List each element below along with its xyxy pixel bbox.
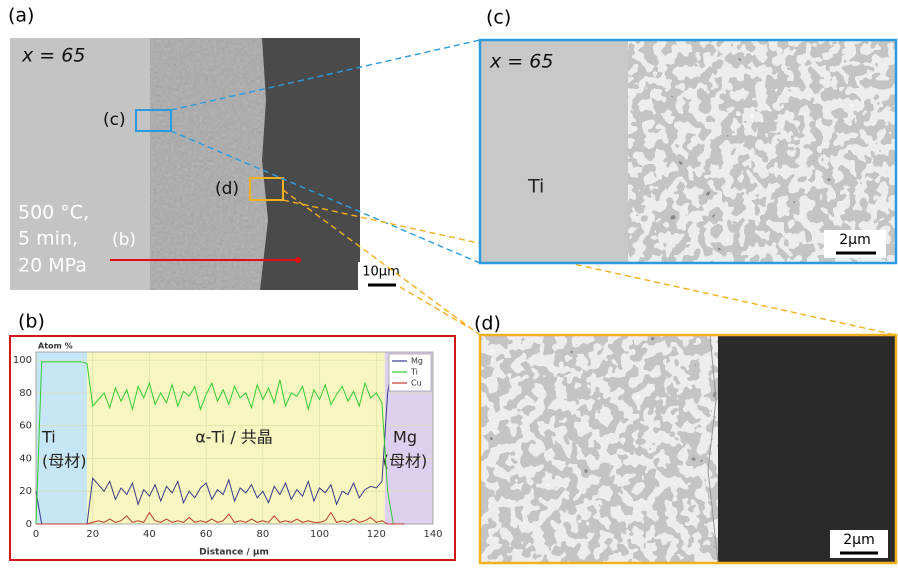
y-tick-label: 60 (19, 421, 32, 432)
page: (a) x = 65 (c) (d) (b) 500 °C, 5 min, 20… (0, 0, 898, 569)
region-label: Ti (41, 428, 56, 447)
x-tick-label: 20 (86, 529, 99, 540)
y-tick-label: 0 (26, 519, 32, 530)
panel-label: (c) (486, 7, 511, 29)
condition: 20 MPa (18, 255, 87, 277)
x-tick-label: 0 (33, 529, 39, 540)
region-label: (母材) (42, 452, 87, 471)
panel-label: (b) (18, 311, 45, 333)
condition: 500 °C, (18, 202, 89, 224)
x-tick-label: 80 (256, 529, 269, 540)
sem-image-a (10, 38, 360, 290)
region-label: (母材) (383, 452, 428, 471)
y-tick-label: 20 (19, 486, 32, 497)
x-axis-label: Distance / μm (199, 548, 269, 558)
condition: 5 min, (18, 228, 78, 250)
x-tick-label: 100 (310, 529, 329, 540)
legend-label: Mg (411, 357, 423, 366)
panel-label: (a) (8, 5, 34, 27)
scale-label: 2μm (843, 532, 874, 548)
legend-label: Ti (410, 368, 418, 377)
scale-label: 10μm (362, 265, 399, 280)
marker: (c) (103, 110, 126, 130)
region-label: α-Ti / 共晶 (195, 428, 273, 447)
chart: 0 20 40 60 80 100 0 20 40 60 80 100 120 140 Ti (母材) α-Ti… (13, 352, 443, 540)
sem-image-d (480, 335, 896, 563)
composition: x = 65 (21, 45, 85, 67)
y-tick-label: 40 (19, 453, 32, 464)
figure: (a) x = 65 (c) (d) (b) 500 °C, 5 min, 20… (0, 0, 898, 565)
x-tick-label: 60 (200, 529, 213, 540)
region-label: Mg (393, 428, 417, 447)
panel-label: (d) (474, 313, 501, 335)
x-tick-label: 140 (423, 529, 442, 540)
sem-image-c (480, 40, 896, 263)
composition: x = 65 (489, 51, 553, 73)
x-tick-label: 120 (367, 529, 386, 540)
phase-label: Ti (527, 176, 544, 198)
y-axis-label: Atom % (38, 342, 73, 351)
marker: (b) (112, 230, 136, 250)
scale-label: 2μm (839, 232, 870, 248)
marker: (d) (215, 179, 239, 199)
y-tick-label: 100 (13, 355, 32, 366)
y-tick-label: 80 (19, 388, 32, 399)
legend-label: Cu (411, 379, 422, 388)
x-tick-label: 40 (143, 529, 156, 540)
